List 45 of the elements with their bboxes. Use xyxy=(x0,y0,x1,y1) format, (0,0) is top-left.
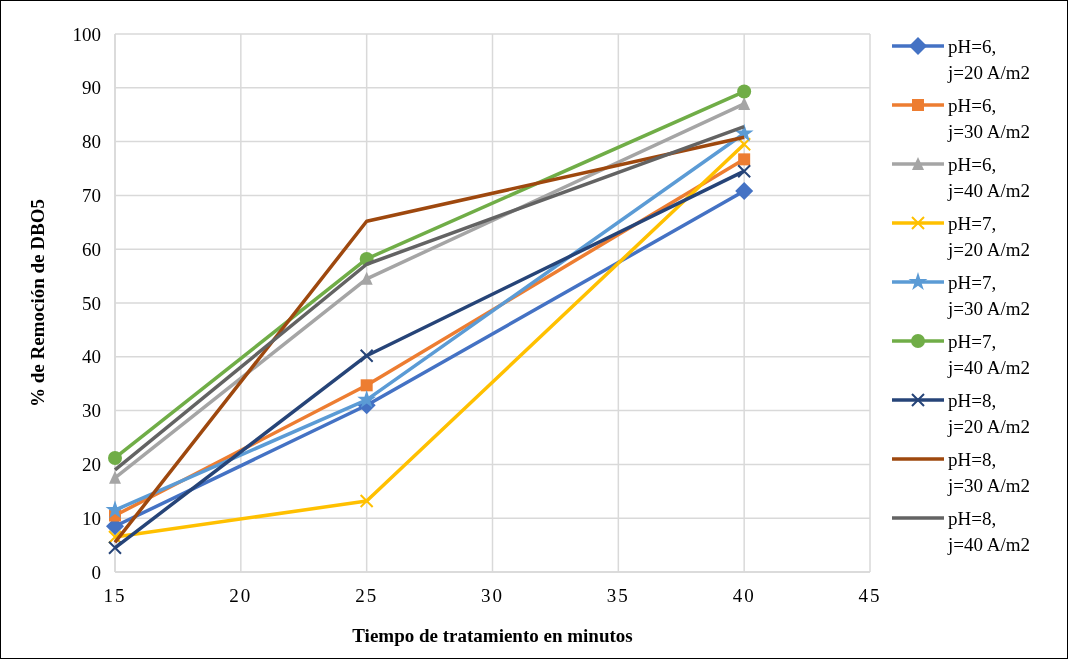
x-tick-label: 20 xyxy=(229,585,253,606)
point xyxy=(738,96,751,110)
x-tick-label: 45 xyxy=(858,585,882,606)
y-tick-label: 20 xyxy=(82,454,101,476)
y-tick-label: 90 xyxy=(82,77,101,99)
y-tick-label: 40 xyxy=(82,346,101,368)
y-tick-label: 80 xyxy=(82,131,101,153)
legend-label: pH=6, j=20 A/m2 xyxy=(947,35,1030,83)
legend-label: pH=8, j=40 A/m2 xyxy=(947,507,1030,555)
point xyxy=(738,153,751,166)
point xyxy=(737,137,752,152)
x-axis-title: Tiempo de tratamiento en minutos xyxy=(352,625,633,646)
y-tick-label: 60 xyxy=(82,238,101,260)
y-tick-label: 30 xyxy=(82,400,101,422)
x-tick-label: 35 xyxy=(606,585,630,606)
y-tick-label: 0 xyxy=(91,561,101,583)
legend-label: pH=8, j=20 A/m2 xyxy=(947,389,1030,437)
point xyxy=(108,530,122,545)
y-tick-label: 70 xyxy=(82,185,101,207)
x-tick-label: 25 xyxy=(355,585,379,606)
point xyxy=(357,389,377,408)
legend-label: pH=8, j=30 A/m2 xyxy=(947,448,1030,496)
legend-label: pH=6, j=30 A/m2 xyxy=(947,94,1030,142)
y-tick-label: 10 xyxy=(82,507,101,529)
x-tick-label: 15 xyxy=(103,585,127,606)
legend-label: pH=6, j=40 A/m2 xyxy=(947,153,1030,201)
point xyxy=(735,182,754,201)
legend-label: pH=7, j=30 A/m2 xyxy=(947,271,1030,319)
y-axis-title: % de Remoción de DBO5 xyxy=(27,199,48,407)
point xyxy=(359,493,374,508)
point xyxy=(360,379,373,392)
point xyxy=(359,348,374,363)
y-tick-label: 100 xyxy=(72,23,101,45)
point xyxy=(109,470,121,484)
point xyxy=(737,84,752,99)
point xyxy=(105,500,125,519)
x-tick-label: 40 xyxy=(732,585,756,606)
point xyxy=(737,164,752,179)
point xyxy=(108,450,122,465)
point xyxy=(360,271,373,285)
y-tick-label: 50 xyxy=(82,292,101,314)
point xyxy=(108,540,122,555)
x-tick-label: 30 xyxy=(481,585,504,606)
legend-label: pH=7, j=40 A/m2 xyxy=(947,330,1030,378)
legend-label: pH=7, j=20 A/m2 xyxy=(947,212,1030,260)
